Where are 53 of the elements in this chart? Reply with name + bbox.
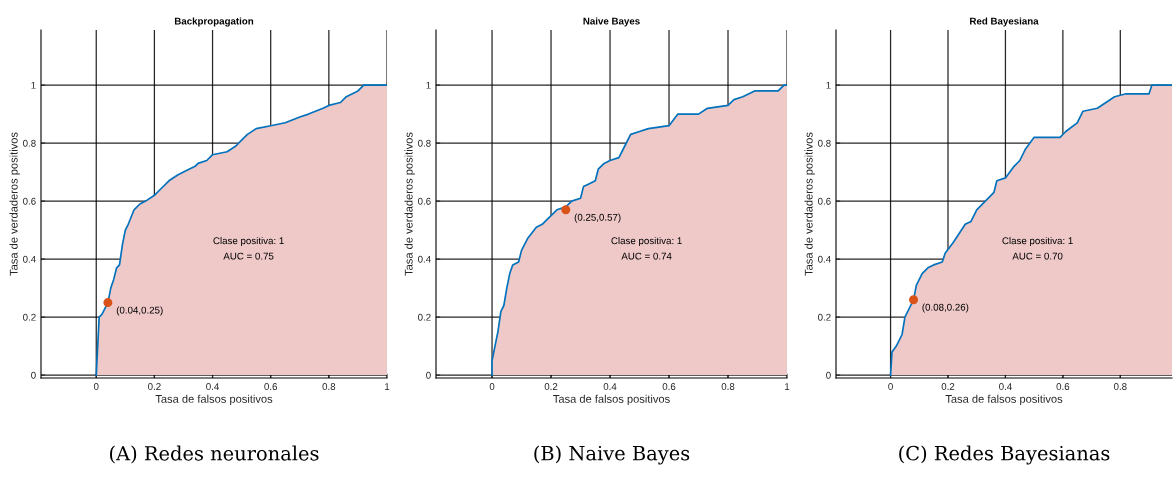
annotation: Clase positiva: 1 AUC = 0.75 — [213, 237, 284, 260]
x-tick-label: 0.6 — [264, 383, 278, 390]
text: (B) Naive Bayes — [534, 445, 690, 465]
x-tick-label: 1 — [785, 383, 790, 390]
y-tick-label: 0 — [31, 371, 36, 379]
y-tick-label: 0.6 — [23, 197, 36, 205]
x-tick-label: 0.6 — [1056, 383, 1070, 390]
y-tick-label: 0 — [426, 371, 431, 379]
y-tick-label: 0.2 — [818, 313, 831, 321]
y-tick-label: 0.6 — [418, 197, 431, 205]
y-tick-label: 1 — [826, 81, 831, 89]
x-tick-label: 0.2 — [941, 383, 955, 390]
x-tick-label: 0.8 — [322, 383, 336, 390]
annotation: (0.08,0.26) — [922, 303, 969, 313]
x-tick-label: 0 — [93, 383, 99, 390]
x-tick-label: 0.6 — [662, 383, 676, 390]
chart-title: Naive Bayes — [583, 17, 640, 27]
y-tick-label: 0.2 — [23, 313, 36, 321]
x-tick-label: 0.4 — [206, 383, 220, 390]
x-axis-title: Tasa de falsos positivos — [553, 394, 670, 406]
y-tick-label: 0.4 — [818, 255, 831, 263]
annotation: (0.04,0.25) — [116, 306, 163, 316]
x-axis-title: Tasa de falsos positivos — [945, 394, 1063, 406]
x-tick-label: 0 — [888, 383, 893, 390]
y-tick-label: 0.8 — [818, 139, 831, 147]
y-tick-label: 0.4 — [23, 255, 36, 263]
annotation: Clase positiva: 1 AUC = 0.74 — [611, 237, 682, 260]
x-tick-label: 0.8 — [1113, 383, 1127, 390]
y-tick-label: 0.2 — [418, 313, 431, 321]
y-tick-label: 0.8 — [418, 139, 431, 147]
x-tick-label: 1 — [385, 383, 390, 390]
y-tick-label: 0.6 — [818, 197, 831, 205]
chart-title: Backpropagation — [174, 17, 254, 27]
x-tick-label: 0.4 — [603, 383, 617, 390]
annotation: (0.25,0.57) — [574, 213, 621, 223]
y-axis-title: Tasa de verdaderos positivos — [9, 132, 20, 276]
annotation: Clase positiva: 1 AUC = 0.70 — [1002, 237, 1073, 260]
x-tick-label: 0 — [489, 383, 495, 390]
y-tick-label: 0.8 — [23, 139, 36, 147]
y-tick-label: 1 — [426, 81, 431, 89]
y-tick-label: 0.4 — [418, 255, 431, 263]
y-axis-title: Tasa de verdaderos positivos — [404, 132, 415, 276]
x-tick-label: 0.8 — [721, 383, 735, 390]
x-tick-label: 0.4 — [999, 383, 1012, 390]
y-axis-title: Tasa de verdaderos positivos — [804, 132, 815, 276]
x-tick-label: 0.2 — [544, 383, 558, 390]
y-tick-label: 1 — [31, 81, 36, 89]
text: (C) Redes Bayesianas — [899, 445, 1110, 465]
y-tick-label: 0 — [826, 371, 831, 379]
text: (A) Redes neuronales — [110, 445, 319, 464]
chart-title: Red Bayesiana — [970, 17, 1039, 27]
x-axis-title: Tasa de falsos positivos — [155, 394, 273, 406]
x-tick-label: 0.2 — [148, 383, 161, 390]
